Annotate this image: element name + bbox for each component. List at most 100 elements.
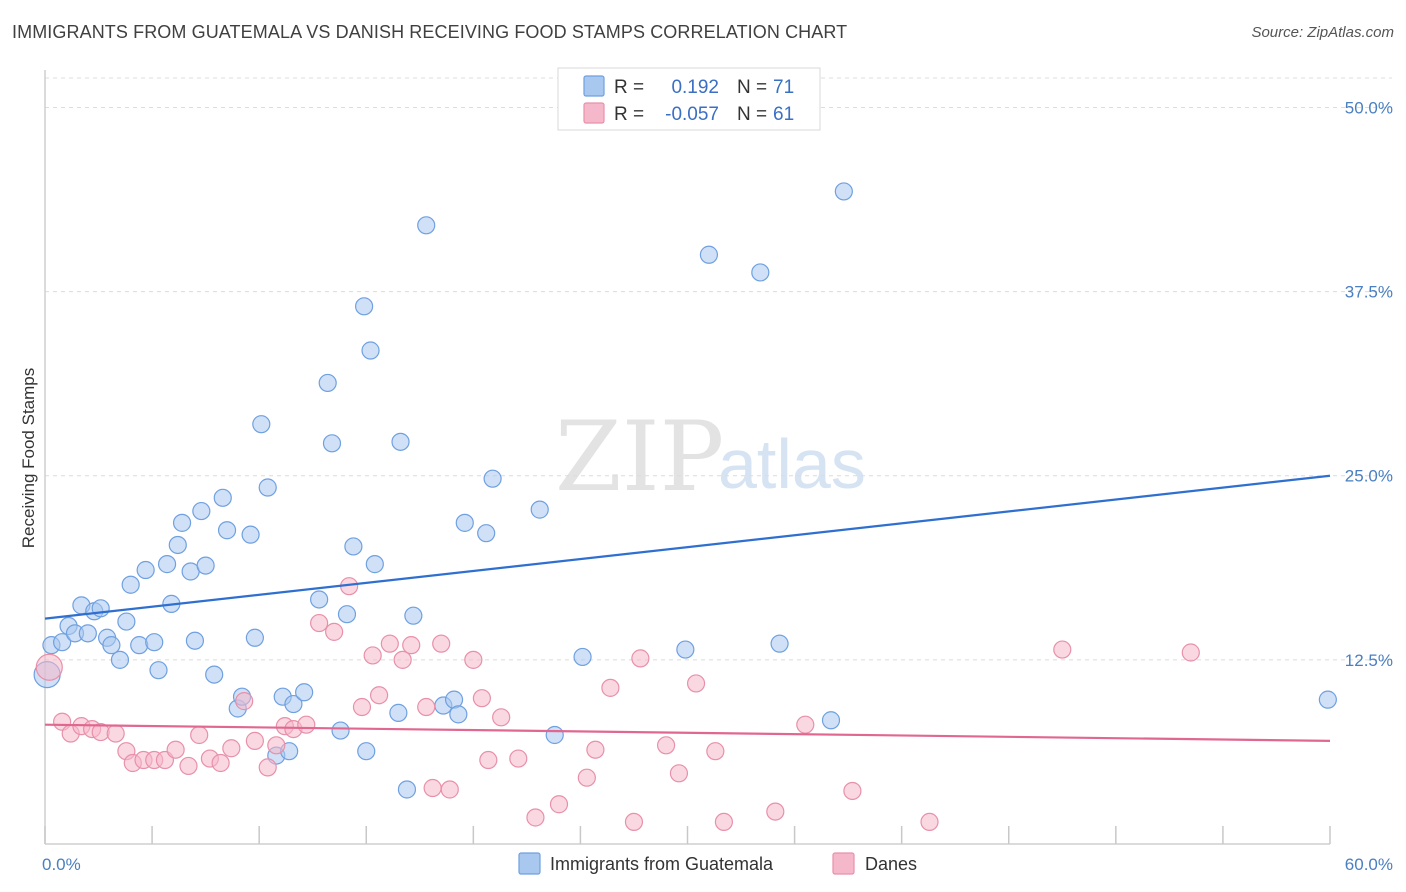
point-danes (492, 708, 511, 727)
point-guatemala (449, 705, 468, 724)
point-danes (631, 649, 650, 668)
point-guatemala (157, 555, 177, 574)
point-danes (624, 812, 644, 832)
y-axis-title: Receiving Food Stamps (19, 368, 38, 548)
point-guatemala (318, 373, 337, 393)
point-guatemala (337, 605, 357, 624)
series-legend-swatch-danes (832, 852, 855, 875)
point-guatemala (676, 640, 695, 659)
point-danes (601, 678, 620, 697)
point-danes (222, 739, 241, 758)
point-guatemala (196, 556, 215, 575)
point-danes (106, 724, 125, 743)
point-guatemala (545, 725, 564, 745)
point-guatemala (117, 612, 136, 631)
y-tick-label: 50.0% (1345, 98, 1393, 117)
point-danes (1181, 643, 1200, 662)
point-guatemala (130, 636, 149, 655)
point-guatemala (834, 182, 853, 201)
point-guatemala (1318, 690, 1337, 709)
point-danes (258, 758, 277, 777)
point-guatemala (102, 636, 121, 655)
point-guatemala (417, 216, 436, 235)
legend-n-label-guatemala: N = (737, 77, 767, 98)
point-guatemala (322, 434, 342, 453)
point-guatemala (477, 524, 496, 543)
point-guatemala (389, 703, 408, 722)
point-guatemala (404, 606, 423, 625)
point-guatemala (192, 501, 211, 521)
y-tick-label: 37.5% (1345, 283, 1393, 302)
x-tick-label: 0.0% (42, 855, 81, 874)
point-danes (417, 697, 436, 717)
point-danes (179, 756, 198, 776)
point-danes (766, 802, 785, 821)
trend-line-danes (44, 723, 1331, 742)
legend-r-value-guatemala: 0.192 (671, 77, 719, 98)
point-guatemala (483, 469, 502, 488)
x-ticks (44, 826, 1331, 844)
point-danes (245, 731, 264, 750)
point-danes (464, 650, 483, 669)
chart-title: IMMIGRANTS FROM GUATEMALA VS DANISH RECE… (12, 22, 848, 42)
point-guatemala (821, 711, 841, 730)
series-legend-label-guatemala: Immigrants from Guatemala (550, 854, 774, 874)
series-legend-swatch-guatemala (518, 852, 541, 875)
point-danes (402, 636, 421, 655)
point-danes (363, 646, 382, 665)
point-danes (796, 715, 815, 734)
point-guatemala (357, 742, 376, 761)
point-guatemala (573, 647, 592, 667)
point-danes (190, 725, 209, 745)
trend-lines (44, 474, 1331, 742)
point-danes (577, 768, 596, 787)
point-danes (586, 740, 605, 759)
point-danes (714, 812, 734, 832)
point-guatemala (530, 500, 549, 519)
point-danes (843, 781, 862, 801)
point-guatemala (136, 560, 155, 580)
point-danes (211, 753, 230, 773)
point-guatemala (455, 513, 474, 532)
point-danes (526, 808, 545, 827)
legend-swatch-guatemala (583, 75, 605, 97)
y-tick-label: 12.5% (1345, 651, 1393, 670)
legend-n-value-guatemala: 71 (773, 77, 794, 98)
point-danes (370, 686, 389, 705)
point-danes (509, 749, 528, 768)
point-danes (423, 778, 442, 798)
point-danes (166, 740, 185, 759)
point-guatemala (295, 683, 314, 702)
chart-source: Source: ZipAtlas.com (1251, 24, 1394, 41)
point-danes (393, 650, 412, 669)
point-guatemala (770, 634, 789, 653)
legend-swatch-danes (583, 102, 605, 124)
point-guatemala (149, 661, 168, 680)
x-tick-label: 60.0% (1345, 855, 1393, 874)
point-guatemala (391, 432, 410, 451)
watermark-atlas: atlas (718, 425, 866, 503)
point-danes (669, 764, 689, 783)
legend-r-value-danes: -0.057 (665, 104, 719, 125)
point-guatemala (258, 478, 277, 497)
point-guatemala (245, 628, 264, 647)
point-danes (310, 613, 329, 633)
point-danes (472, 689, 491, 708)
point-danes (920, 812, 939, 832)
point-guatemala (284, 694, 303, 714)
point-guatemala (91, 599, 110, 618)
point-guatemala (217, 521, 237, 540)
legend-n-value-danes: 61 (773, 104, 794, 125)
point-danes (380, 634, 399, 653)
point-guatemala (213, 488, 232, 507)
point-guatemala (78, 624, 97, 643)
point-guatemala (110, 650, 130, 669)
point-danes (549, 795, 569, 814)
point-guatemala (365, 555, 384, 574)
point-guatemala (145, 633, 164, 652)
point-guatemala (751, 263, 770, 282)
watermark: ZIP atlas (555, 401, 866, 513)
point-guatemala (241, 525, 260, 544)
grid-lines (45, 77, 1392, 661)
